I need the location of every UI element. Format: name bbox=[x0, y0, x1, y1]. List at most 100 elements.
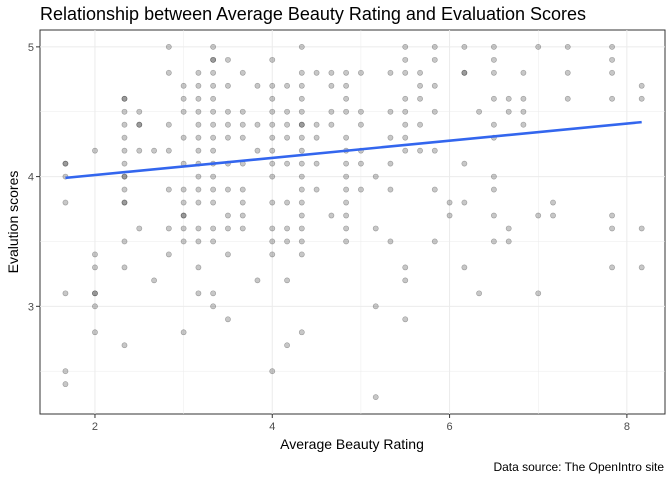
data-point bbox=[180, 225, 187, 232]
data-point bbox=[343, 69, 350, 76]
data-point bbox=[180, 82, 187, 89]
data-point bbox=[210, 121, 217, 128]
data-point bbox=[343, 134, 350, 141]
x-axis: 2 4 6 8 bbox=[92, 414, 630, 433]
data-point bbox=[210, 108, 217, 115]
data-point bbox=[313, 160, 320, 167]
data-point bbox=[431, 238, 438, 245]
data-point bbox=[165, 251, 172, 258]
data-point bbox=[121, 95, 128, 102]
data-point bbox=[298, 225, 305, 232]
data-point bbox=[210, 56, 217, 63]
data-point bbox=[195, 238, 202, 245]
y-axis-title: Evalution scores bbox=[5, 171, 21, 274]
data-point bbox=[180, 199, 187, 206]
data-point bbox=[284, 121, 290, 128]
data-point bbox=[210, 69, 217, 76]
data-point bbox=[210, 134, 217, 141]
data-point bbox=[62, 160, 69, 167]
data-point bbox=[402, 277, 409, 284]
data-point bbox=[180, 95, 187, 102]
data-point bbox=[225, 134, 231, 141]
data-point bbox=[62, 368, 69, 375]
data-point bbox=[239, 121, 246, 128]
data-point bbox=[402, 316, 409, 323]
data-point bbox=[225, 225, 231, 232]
data-point bbox=[372, 394, 379, 401]
data-point bbox=[165, 225, 172, 232]
data-point bbox=[225, 56, 231, 63]
data-point bbox=[180, 186, 187, 193]
data-point bbox=[402, 95, 409, 102]
data-point bbox=[520, 95, 527, 102]
data-point bbox=[284, 160, 290, 167]
data-point bbox=[210, 238, 217, 245]
data-point bbox=[225, 121, 231, 128]
data-point bbox=[195, 199, 202, 206]
data-point bbox=[151, 147, 157, 154]
data-point bbox=[298, 160, 305, 167]
data-point bbox=[564, 95, 571, 102]
data-point bbox=[343, 95, 350, 102]
data-point bbox=[358, 121, 364, 128]
data-point bbox=[417, 82, 423, 89]
x-tick-label: 6 bbox=[447, 421, 453, 433]
data-point bbox=[210, 56, 217, 63]
data-point bbox=[121, 134, 128, 141]
data-point bbox=[298, 69, 305, 76]
data-point bbox=[343, 225, 350, 232]
y-axis: 3 4 5 bbox=[28, 42, 40, 313]
data-point bbox=[121, 264, 128, 271]
data-point bbox=[225, 82, 231, 89]
data-point bbox=[328, 121, 335, 128]
data-point bbox=[62, 160, 69, 167]
data-point bbox=[298, 121, 305, 128]
data-point bbox=[298, 43, 305, 50]
data-point bbox=[284, 199, 290, 206]
data-point bbox=[121, 173, 128, 180]
data-point bbox=[62, 381, 69, 388]
data-point bbox=[476, 290, 482, 297]
data-point bbox=[92, 290, 98, 297]
data-point bbox=[431, 56, 438, 63]
data-point bbox=[136, 108, 143, 115]
data-point bbox=[298, 134, 305, 141]
data-point bbox=[461, 69, 468, 76]
data-point bbox=[402, 121, 409, 128]
data-point bbox=[431, 186, 438, 193]
data-point bbox=[328, 82, 335, 89]
data-point bbox=[343, 82, 350, 89]
data-point bbox=[550, 212, 556, 219]
data-point bbox=[491, 212, 497, 219]
data-point bbox=[358, 69, 364, 76]
data-point bbox=[298, 147, 305, 154]
data-point bbox=[225, 186, 231, 193]
data-point bbox=[372, 225, 379, 232]
data-point bbox=[269, 160, 276, 167]
data-point bbox=[195, 95, 202, 102]
data-point bbox=[284, 238, 290, 245]
data-point bbox=[387, 108, 394, 115]
data-point bbox=[461, 264, 468, 271]
data-point bbox=[195, 264, 202, 271]
data-point bbox=[210, 303, 217, 310]
data-point bbox=[121, 95, 128, 102]
data-point bbox=[121, 342, 128, 349]
data-point bbox=[92, 290, 98, 297]
data-point bbox=[254, 121, 261, 128]
data-point bbox=[254, 82, 261, 89]
data-point bbox=[284, 108, 290, 115]
gridlines bbox=[40, 30, 665, 414]
data-point bbox=[372, 173, 379, 180]
data-point bbox=[239, 225, 246, 232]
data-point bbox=[195, 69, 202, 76]
data-point bbox=[165, 186, 172, 193]
data-point bbox=[505, 238, 512, 245]
data-point bbox=[136, 147, 143, 154]
data-point bbox=[136, 121, 143, 128]
trend-line-group bbox=[65, 120, 642, 180]
data-point bbox=[564, 69, 571, 76]
data-point bbox=[151, 277, 157, 284]
data-point bbox=[165, 69, 172, 76]
x-tick-label: 4 bbox=[269, 421, 275, 433]
